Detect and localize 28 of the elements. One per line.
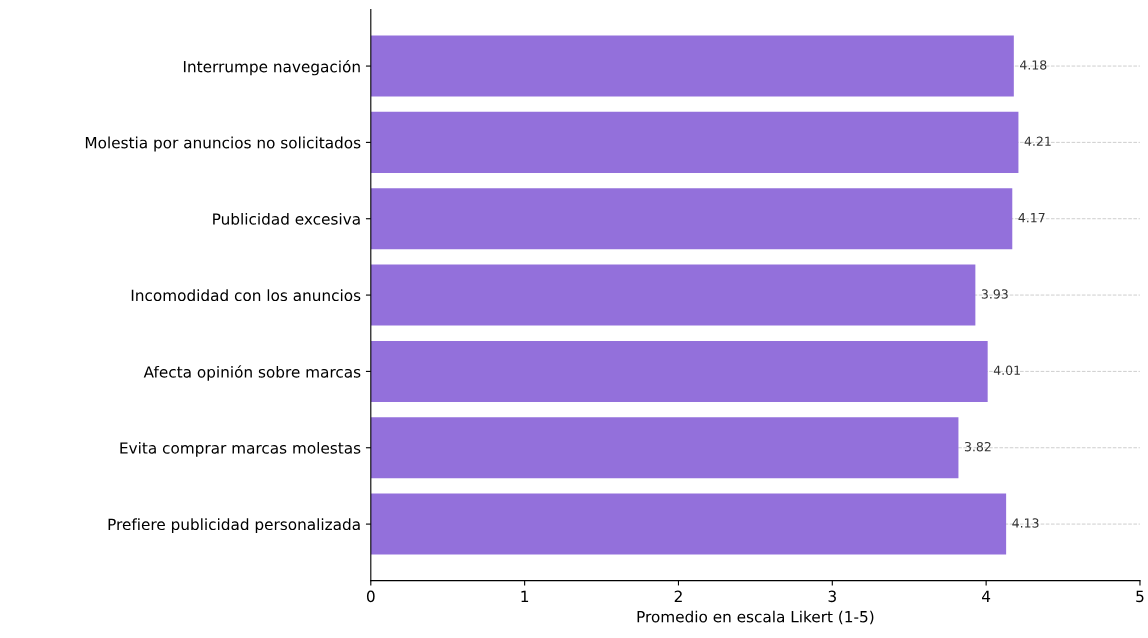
- x-tick-label: 0: [366, 590, 375, 603]
- y-tick-label: Prefiere publicidad personalizada: [108, 518, 360, 534]
- bar: [370, 493, 1007, 555]
- data-label: 4.17: [1018, 213, 1045, 223]
- y-tick-label: Interrumpe navegación: [183, 59, 360, 76]
- bar: [370, 417, 959, 479]
- y-tick-label: Molestia por anuncios no solicitados: [85, 136, 361, 152]
- x-tick-label: 2: [674, 590, 682, 602]
- y-tick-label: Incomodidad con los anuncios: [131, 289, 361, 302]
- bar: [370, 340, 988, 402]
- data-label: 3.82: [964, 441, 991, 452]
- x-tick-label: 5: [1136, 590, 1144, 603]
- data-label: 4.21: [1024, 136, 1051, 146]
- bar: [370, 35, 1014, 97]
- bar: [370, 188, 1013, 250]
- x-tick-label: 1: [521, 590, 529, 602]
- x-tick-label: 3: [828, 590, 836, 603]
- data-label: 3.93: [981, 289, 1008, 299]
- bar: [370, 264, 976, 326]
- x-axis-title: Promedio en escala Likert (1-5): [637, 610, 874, 625]
- y-tick-label: Evita comprar marcas molestas: [120, 441, 361, 457]
- bar: [370, 111, 1019, 173]
- y-tick-label: Afecta opinión sobre marcas: [143, 365, 361, 381]
- y-tick-label: Publicidad excesiva: [213, 212, 360, 225]
- data-label: 4.13: [1012, 518, 1039, 528]
- data-label: 4.18: [1019, 60, 1047, 70]
- x-tick-label: 4: [982, 590, 991, 602]
- data-label: 4.01: [993, 365, 1020, 376]
